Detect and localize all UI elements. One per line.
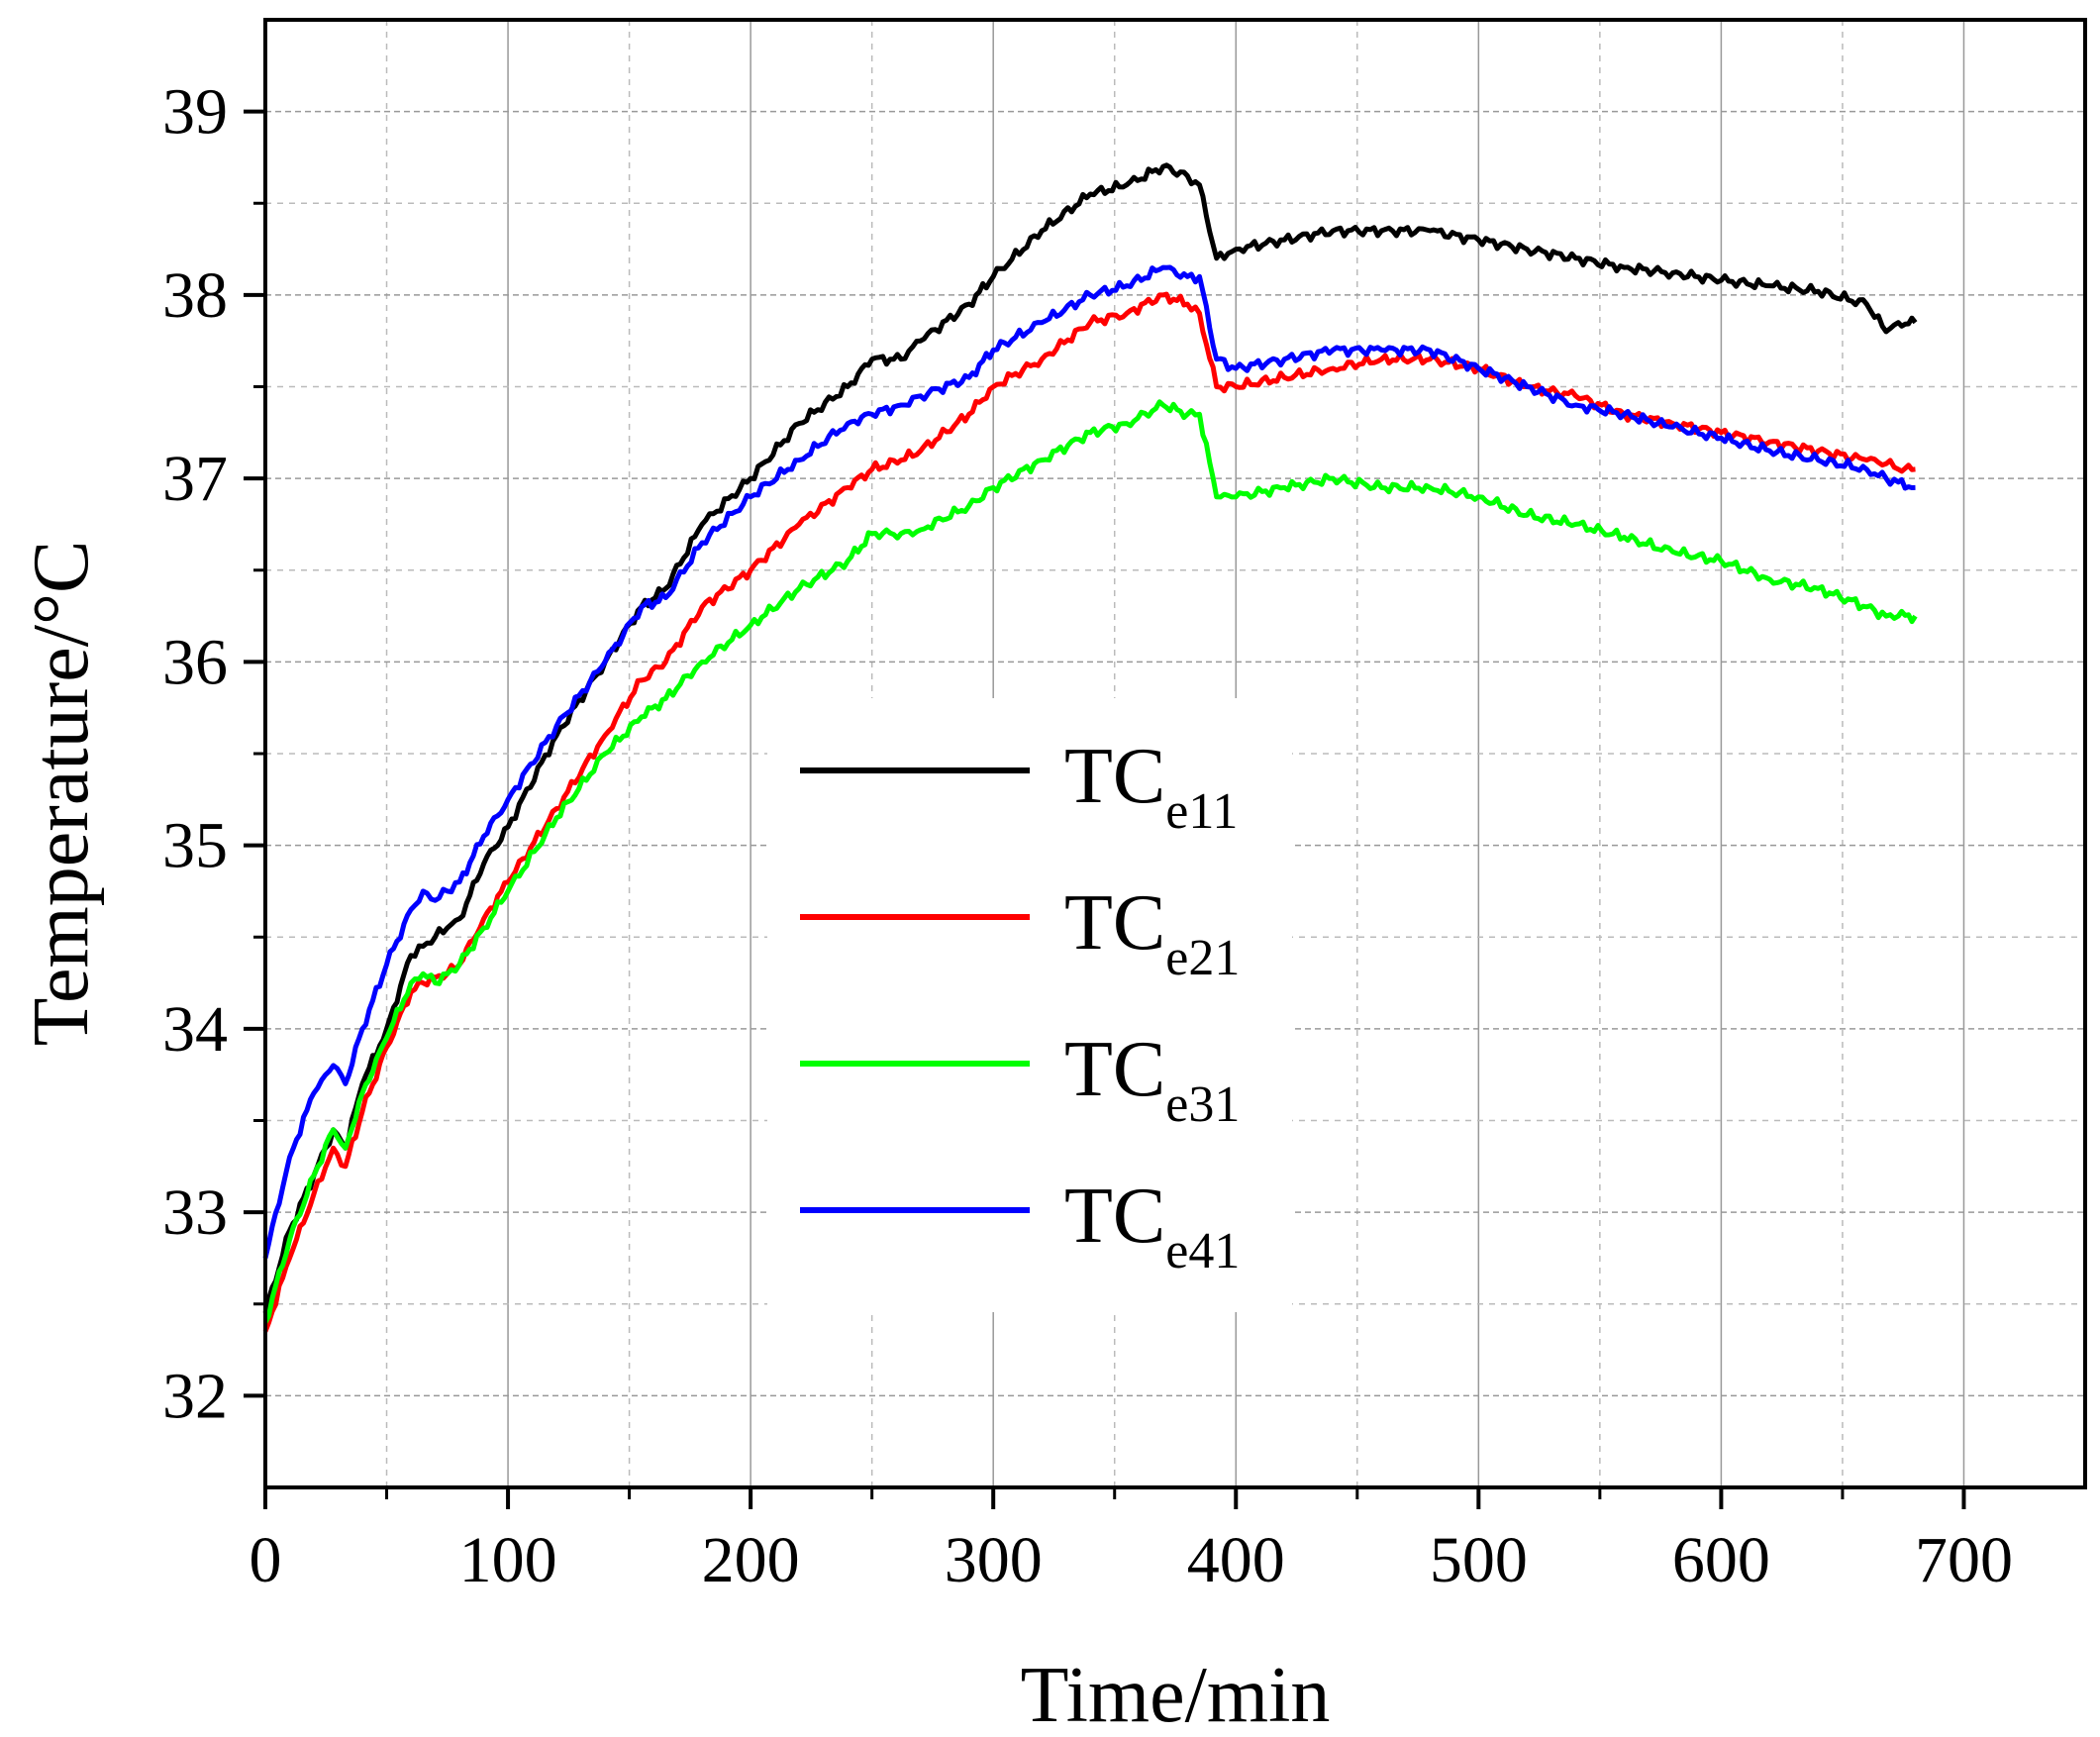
x-tick-label: 300 bbox=[945, 1524, 1043, 1596]
legend-label-TCe11: TCe11 bbox=[1064, 733, 1238, 840]
x-tick-label: 600 bbox=[1672, 1524, 1770, 1596]
x-tick-label: 100 bbox=[459, 1524, 557, 1596]
series-line-TCe41 bbox=[262, 264, 1916, 1259]
y-axis-title: Temperature/°C bbox=[18, 541, 105, 1047]
series-line-TCe31 bbox=[262, 399, 1918, 1324]
y-tick-label: 38 bbox=[162, 259, 228, 332]
ticks: 0 100 200 300 400 500 600 700 32 33 34 35 36 37 38 39 bbox=[162, 76, 2013, 1596]
y-tick-label: 34 bbox=[162, 993, 228, 1066]
legend-label-TCe31: TCe31 bbox=[1064, 1026, 1240, 1133]
series-line-TCe11 bbox=[262, 162, 1918, 1314]
x-tick-label: 400 bbox=[1187, 1524, 1285, 1596]
legend: TCe11 TCe21 TCe31 TCe41 bbox=[767, 698, 1292, 1312]
y-tick-label: 36 bbox=[162, 626, 228, 698]
x-axis-title: Time/min bbox=[1021, 1652, 1331, 1737]
legend-label-TCe21: TCe21 bbox=[1064, 879, 1240, 986]
y-tick-label: 35 bbox=[162, 810, 228, 882]
legend-label-TCe41: TCe41 bbox=[1064, 1173, 1240, 1279]
y-tick-label: 39 bbox=[162, 76, 228, 149]
series-line-TCe21 bbox=[262, 291, 1916, 1333]
x-tick-label: 700 bbox=[1915, 1524, 2013, 1596]
y-tick-label: 33 bbox=[162, 1176, 228, 1249]
series-group bbox=[262, 162, 1918, 1333]
x-tick-label: 500 bbox=[1430, 1524, 1528, 1596]
x-tick-label: 200 bbox=[702, 1524, 800, 1596]
y-tick-label: 37 bbox=[162, 443, 228, 515]
y-tick-label: 32 bbox=[162, 1360, 228, 1432]
x-tick-label: 0 bbox=[250, 1524, 282, 1596]
